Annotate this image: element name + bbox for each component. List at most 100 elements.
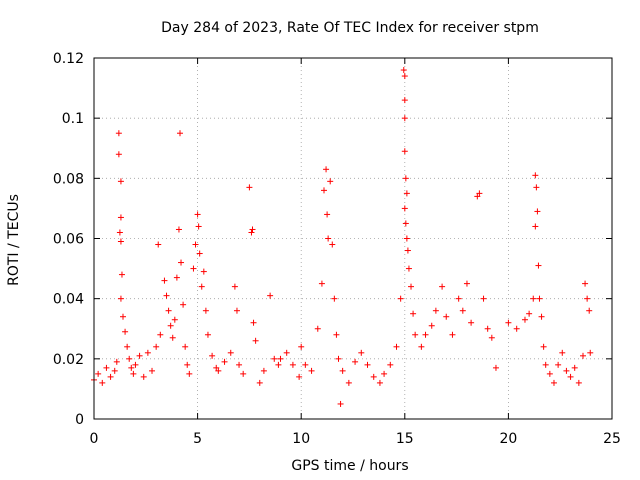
data-point	[111, 367, 118, 374]
data-point	[118, 271, 125, 278]
data-point	[130, 370, 137, 377]
data-point	[115, 130, 122, 137]
data-point	[167, 322, 174, 329]
data-point	[221, 358, 228, 365]
data-point	[180, 301, 187, 308]
data-point	[492, 364, 499, 371]
data-point	[99, 379, 106, 386]
y-axis-label: ROTI / TECUs	[6, 194, 22, 286]
data-point	[530, 295, 537, 302]
data-point	[587, 349, 594, 356]
data-point	[117, 295, 124, 302]
data-point	[169, 334, 176, 341]
data-point	[408, 283, 415, 290]
data-point	[140, 373, 147, 380]
data-point	[178, 259, 185, 266]
data-point	[260, 367, 267, 374]
data-point	[190, 265, 197, 272]
data-point	[405, 265, 412, 272]
data-point	[157, 331, 164, 338]
data-point	[165, 307, 172, 314]
data-point	[339, 367, 346, 374]
data-point	[403, 235, 410, 242]
data-point	[246, 184, 253, 191]
data-point	[439, 283, 446, 290]
data-point	[302, 361, 309, 368]
data-point	[149, 367, 156, 374]
data-point	[103, 364, 110, 371]
data-point	[196, 250, 203, 257]
data-point	[128, 364, 135, 371]
data-point	[559, 349, 566, 356]
data-point	[120, 313, 127, 320]
data-point	[318, 280, 325, 287]
data-point	[171, 316, 178, 323]
y-tick-label: 0.02	[53, 352, 84, 368]
data-point	[296, 373, 303, 380]
data-point	[455, 295, 462, 302]
data-point	[422, 331, 429, 338]
data-point	[521, 316, 528, 323]
data-point	[209, 352, 216, 359]
data-point	[184, 361, 191, 368]
data-point	[488, 334, 495, 341]
data-point	[124, 343, 131, 350]
x-tick-label: 0	[90, 431, 99, 447]
data-point	[412, 331, 419, 338]
data-point	[204, 331, 211, 338]
data-point	[397, 295, 404, 302]
data-point	[327, 178, 334, 185]
x-tick-labels: 0 5 10 15 20 25	[90, 431, 621, 447]
data-point	[298, 343, 305, 350]
data-point	[480, 295, 487, 302]
data-point	[200, 268, 207, 275]
data-point	[271, 355, 278, 362]
data-point	[325, 235, 332, 242]
data-point	[432, 307, 439, 314]
data-point	[364, 361, 371, 368]
data-point	[236, 361, 243, 368]
data-point	[381, 370, 388, 377]
data-point	[555, 361, 562, 368]
data-point	[324, 211, 331, 218]
y-tick-label: 0.12	[53, 51, 84, 67]
data-point	[233, 307, 240, 314]
data-point	[402, 175, 409, 182]
data-point	[513, 325, 520, 332]
data-point	[370, 373, 377, 380]
data-point	[117, 178, 124, 185]
y-tick-label: 0.08	[53, 171, 84, 187]
data-point	[505, 319, 512, 326]
data-point	[404, 247, 411, 254]
data-point	[532, 172, 539, 179]
grid-lines	[94, 58, 612, 419]
x-tick-label: 10	[292, 431, 310, 447]
data-point	[468, 319, 475, 326]
data-point	[323, 166, 330, 173]
data-point	[401, 115, 408, 122]
data-point	[198, 283, 205, 290]
data-point	[474, 193, 481, 200]
data-point	[113, 358, 120, 365]
data-point	[231, 283, 238, 290]
data-point	[335, 355, 342, 362]
data-point	[161, 277, 168, 284]
data-point	[403, 190, 410, 197]
data-points	[91, 67, 594, 407]
data-point	[202, 307, 209, 314]
data-point	[215, 367, 222, 374]
data-point	[463, 280, 470, 287]
data-point	[579, 352, 586, 359]
data-point	[550, 379, 557, 386]
data-point	[484, 325, 491, 332]
data-point	[117, 214, 124, 221]
data-point	[175, 226, 182, 233]
data-point	[376, 379, 383, 386]
data-point	[144, 349, 151, 356]
data-point	[533, 184, 540, 191]
data-point	[329, 241, 336, 248]
data-point	[331, 295, 338, 302]
data-point	[449, 331, 456, 338]
data-point	[117, 238, 124, 245]
data-point	[402, 220, 409, 227]
